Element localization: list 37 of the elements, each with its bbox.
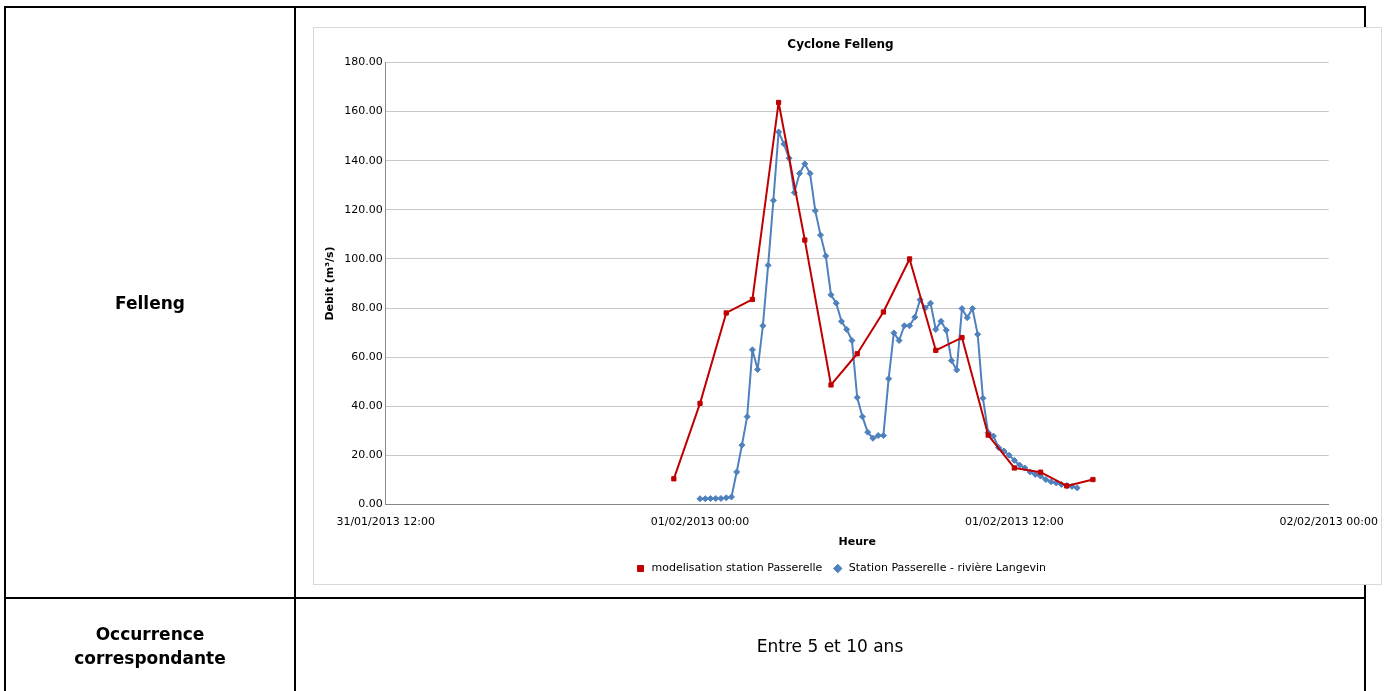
text: Occurrence correspondante — [73, 622, 227, 670]
y-tick-label: 100.00 — [344, 251, 383, 265]
point — [906, 256, 913, 262]
point — [854, 351, 860, 357]
point — [1037, 469, 1044, 475]
text: Felleng — [114, 291, 186, 315]
x-tick-label: 01/02/2013 12:00 — [965, 515, 1064, 529]
y-tick-label: 180.00 — [344, 55, 383, 69]
point — [1011, 465, 1017, 471]
point — [697, 400, 703, 407]
point — [959, 334, 965, 341]
y-tick-label: 20.00 — [351, 448, 383, 462]
y-tick-label: 60.00 — [351, 350, 383, 364]
y-axis-title: Debit (m³/s) — [323, 246, 337, 321]
point — [671, 476, 677, 482]
legend-label: modelisation station Passerelle — [651, 561, 823, 575]
chart-title: Cyclone Felleng — [787, 37, 894, 52]
y-tick-label: 0.00 — [358, 497, 383, 511]
point — [1090, 476, 1096, 483]
y-tick-label: 80.00 — [351, 300, 383, 314]
x-tick-label: 02/02/2013 00:00 — [1279, 515, 1379, 529]
point — [933, 347, 939, 353]
x-axis-title: Heure — [838, 535, 876, 549]
point — [880, 309, 887, 315]
legend-label: Station Passerelle - rivière Langevin — [848, 561, 1046, 575]
text: Entre 5 et 10 ans — [755, 634, 905, 658]
y-tick-label: 140.00 — [344, 153, 383, 167]
point — [802, 237, 808, 243]
y-tick-label: 120.00 — [344, 202, 383, 216]
point — [828, 382, 834, 388]
point — [775, 99, 782, 106]
y-tick-label: 160.00 — [344, 104, 383, 118]
point — [723, 310, 729, 316]
point — [749, 296, 756, 303]
x-tick-label: 01/02/2013 00:00 — [650, 515, 750, 529]
x-tick-label: 31/01/2013 12:00 — [336, 515, 435, 529]
y-tick-label: 40.00 — [351, 399, 383, 413]
